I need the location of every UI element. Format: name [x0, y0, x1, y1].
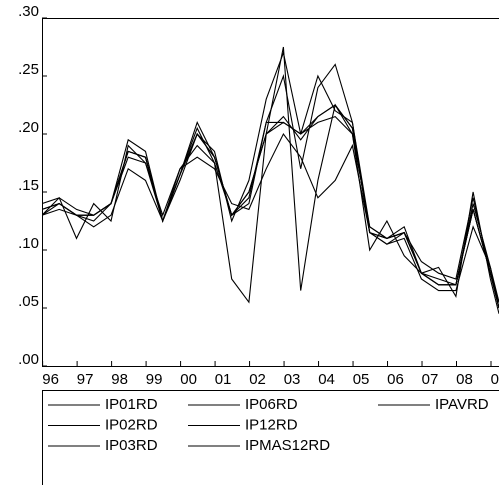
y-tick-label: .30	[18, 3, 39, 20]
x-tick-label: 05	[353, 371, 370, 388]
series-line	[42, 104, 499, 309]
x-tick-label: 06	[387, 371, 404, 388]
legend-label: IP01RD	[105, 396, 158, 413]
x-tick-label: 98	[111, 371, 128, 388]
series-line	[42, 63, 499, 309]
x-tick-label: 02	[249, 371, 266, 388]
series-line	[42, 132, 499, 303]
x-tick-label: 01	[215, 371, 232, 388]
y-tick-label: .15	[18, 177, 39, 194]
legend-label: IPAVRD	[435, 396, 489, 413]
series-line	[42, 104, 499, 309]
x-tick-label: 99	[146, 371, 163, 388]
y-tick-label: .05	[18, 293, 39, 310]
legend-label: IPMAS12RD	[245, 437, 330, 454]
plot-frame	[42, 18, 499, 367]
y-tick-label: .25	[18, 61, 39, 78]
y-tick-label: .00	[18, 351, 39, 368]
x-tick-label: 07	[422, 371, 439, 388]
legend-label: IP12RD	[245, 416, 298, 433]
legend-label: IP02RD	[105, 416, 158, 433]
x-tick-label: 08	[456, 371, 473, 388]
x-tick-label: 09	[491, 371, 499, 388]
y-tick-label: .10	[18, 235, 39, 252]
legend-label: IP06RD	[245, 396, 298, 413]
x-tick-label: 03	[284, 371, 301, 388]
x-tick-label: 04	[318, 371, 335, 388]
series-line	[42, 50, 499, 303]
legend-label: IP03RD	[105, 437, 158, 454]
x-tick-label: 00	[180, 371, 197, 388]
lines	[42, 46, 499, 314]
x-tick-label: 97	[77, 371, 94, 388]
x-tick-label: 96	[42, 371, 59, 388]
series-line	[42, 46, 499, 314]
legend-box	[42, 390, 499, 485]
y-tick-label: .20	[18, 119, 39, 136]
